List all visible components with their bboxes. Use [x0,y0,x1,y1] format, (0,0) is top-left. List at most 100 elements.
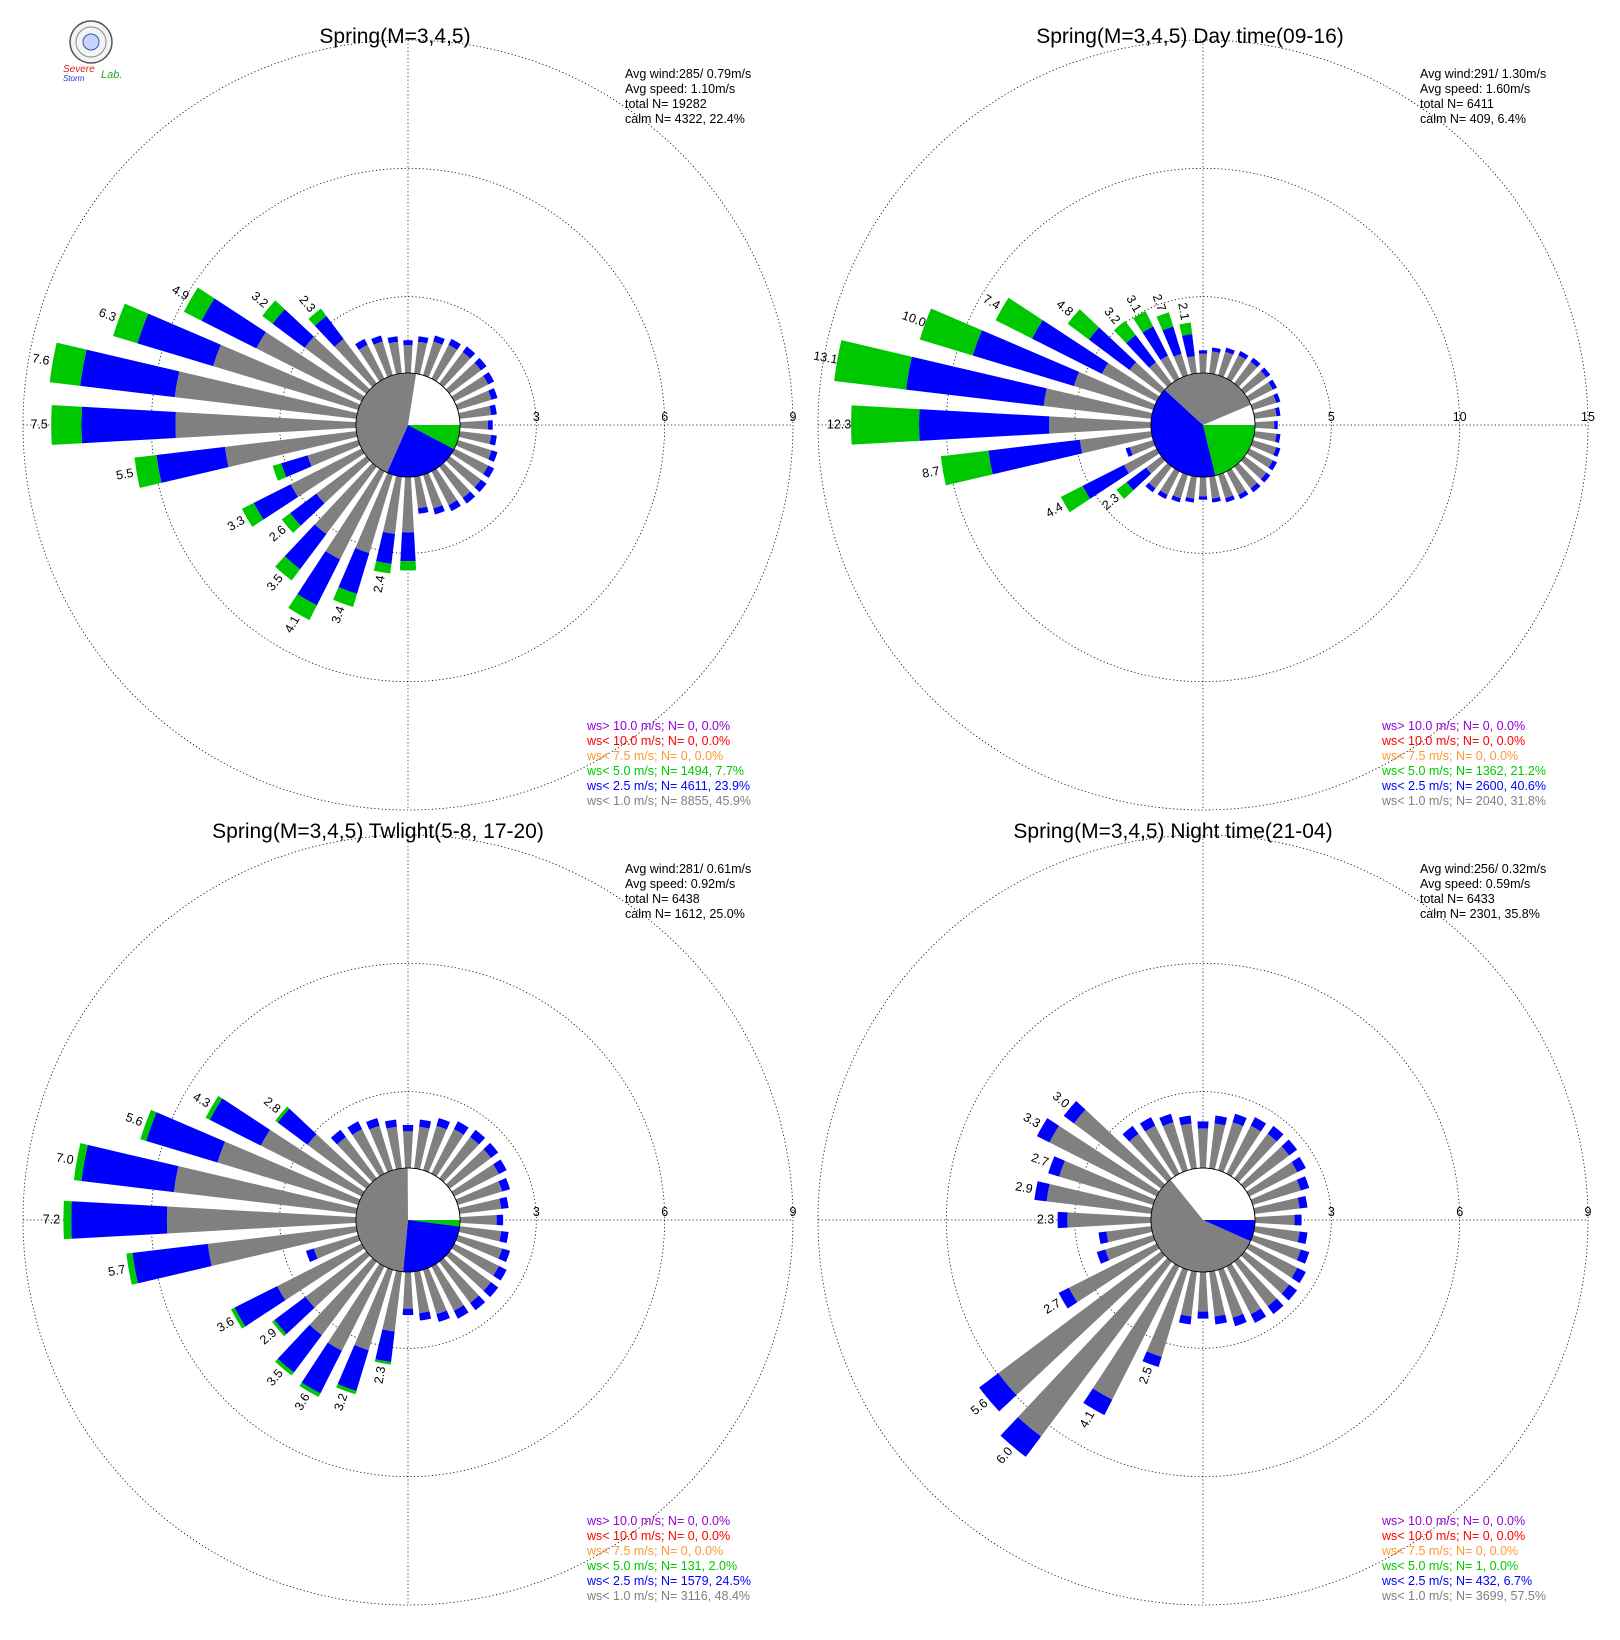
peak-label: 10.0 [900,308,928,329]
bar-segment-lt25 [234,1286,286,1327]
bar-segment-lt1 [1145,1125,1180,1177]
bar-segment-lt25 [1178,1115,1192,1126]
bar-segment-lt1 [1246,448,1273,468]
bar-segment-lt1 [1180,1123,1197,1170]
bar-segment-lt1 [458,431,492,445]
bar-segment-lt1 [439,1257,479,1303]
bar-segment-lt1 [1124,448,1160,474]
bar-segment-lt25 [1296,1249,1310,1264]
bar-segment-lt25 [1063,1100,1086,1124]
peak-label: 5.6 [968,1396,990,1418]
peak-label: 12.3 [827,417,851,431]
calm-pie-lt1 [355,1168,408,1272]
calm-pie-lt25 [1151,389,1216,477]
legend-entry: ws> 10.0 m/s; N= 0, 0.0% [586,719,730,733]
bar-segment-lt1 [455,1235,503,1259]
bar-segment-lt25 [1098,1231,1109,1245]
bar-segment-lt25 [448,338,461,350]
bar-segment-lt25 [1083,1388,1113,1416]
peak-label: 13.1 [812,349,838,367]
stats-line: calm N= 4322, 22.4% [625,112,745,126]
bar-segment-lt1 [403,1131,413,1169]
bar-segment-lt25 [453,1305,469,1319]
bar-segment-lt1 [1209,351,1220,375]
bar-segment-lt1 [1250,1179,1301,1205]
peak-label: 2.3 [296,293,318,315]
legend-entry: ws< 10.0 m/s; N= 0, 0.0% [586,734,730,748]
bar-segment-lt1 [354,1267,393,1351]
bar-segment-lt1 [445,362,482,394]
bar-segment-lt25 [1281,1284,1298,1301]
bar-segment-lt25 [1125,447,1133,457]
legend-entry: ws> 10.0 m/s; N= 0, 0.0% [1381,1514,1525,1528]
peak-label: 3.4 [329,604,348,625]
bar-segment-lt25 [1198,350,1208,354]
bar-segment-lt1 [458,1226,502,1242]
bar-segment-lt5 [308,308,327,326]
bar-segment-lt25 [496,1214,504,1226]
bar-segment-lt25 [919,409,1050,441]
bar-segment-lt1 [1129,440,1156,456]
bar-segment-lt25 [387,336,399,344]
stats-line: Avg speed: 0.59m/s [1420,877,1530,891]
bar-segment-lt5 [51,405,82,445]
peak-label: 5.5 [115,466,135,483]
bar-segment-lt25 [1273,393,1281,403]
stats-line: Avg wind:291/ 1.30m/s [1420,67,1546,81]
bar-segment-lt1 [1186,475,1197,499]
bar-segment-lt25 [483,1142,499,1158]
peak-label: 2.1 [1175,302,1192,322]
bar-segment-lt25 [1197,1121,1209,1129]
calm-pie-lt5 [408,425,460,450]
bar-segment-lt25 [402,1308,414,1316]
bar-segment-lt5 [73,1143,88,1182]
legend-entry: ws< 10.0 m/s; N= 0, 0.0% [1381,1529,1525,1543]
bar-segment-lt5 [399,560,417,571]
bar-segment-lt1 [304,336,371,394]
bar-segment-lt1 [414,475,428,509]
bar-segment-lt25 [132,1243,212,1284]
bar-segment-lt1 [431,468,458,506]
bar-segment-lt1 [1253,1226,1300,1243]
bar-segment-lt5 [299,1382,321,1397]
bar-segment-lt1 [439,351,471,388]
stats-line: calm N= 1612, 25.0% [625,907,745,921]
peak-label: 4.1 [1077,1408,1098,1430]
legend-entry: ws< 2.5 m/s; N= 1579, 24.5% [586,1574,751,1588]
bar-segment-lt25 [488,450,498,462]
bar-segment-lt1 [414,341,428,375]
bar-segment-lt25 [1281,1139,1298,1156]
stats-line: total N= 6433 [1420,892,1495,906]
bar-segment-lt25 [355,338,368,350]
grid-ring [1074,1091,1332,1349]
bar-segment-lt1 [431,1129,464,1177]
bar-segment-lt25 [453,1121,469,1135]
bar-segment-lt25 [403,340,413,346]
bar-segment-lt25 [1198,496,1208,500]
bar-segment-lt25 [1267,1298,1284,1315]
bar-segment-lt25 [1297,1231,1308,1245]
windrose-panel-3: Spring(M=3,4,5) Twlight(5-8, 17-20) 3 6 9 2.… [22,820,797,1606]
legend-entry: ws< 5.0 m/s; N= 1, 0.0% [1381,1559,1518,1573]
legend-entry: ws< 1.0 m/s; N= 2040, 31.8% [1381,794,1546,808]
bar-segment-lt1 [423,1125,447,1173]
peak-label: 2.4 [371,574,388,594]
peak-label: 2.7 [1150,292,1169,313]
bar-segment-lt1 [166,1206,357,1234]
peak-label: 3.1 [1123,293,1144,315]
bar-segment-lt25 [1291,1156,1306,1173]
bar-segment-lt25 [1185,497,1195,503]
bar-segment-lt25 [301,1342,342,1394]
bar-segment-lt1 [1180,1270,1197,1317]
bar-segment-lt5 [113,303,149,344]
bar-segment-lt5 [126,1252,138,1285]
bar-segment-lt5 [374,1359,392,1365]
bar-segment-lt25 [337,1345,369,1391]
peak-label: 2.7 [1029,1150,1050,1169]
bar-segment-lt5 [1060,485,1091,513]
bar-segment-lt25 [483,465,495,478]
bar-segment-lt1 [1149,362,1172,388]
legend-entry: ws< 2.5 m/s; N= 4611, 23.9% [586,779,750,793]
bar-segment-lt1 [1187,356,1197,375]
legend-entry: ws> 10.0 m/s; N= 0, 0.0% [586,1514,730,1528]
